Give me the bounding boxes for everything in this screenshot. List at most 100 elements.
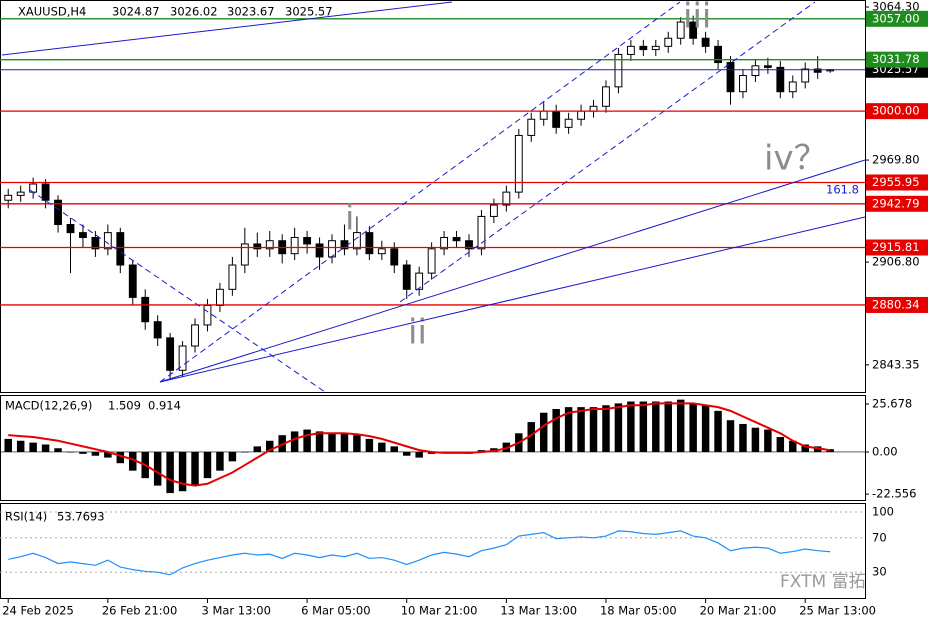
signal-value: 0.914 [148,399,181,413]
macd-bar [228,451,237,462]
macd-bar [764,429,772,452]
candle-body [465,240,473,250]
macd-bar [801,444,809,452]
macd-bar [353,435,361,452]
candle-body [763,65,772,68]
candle-body [16,191,25,196]
wave-label: i [345,199,354,239]
macd-bar [776,437,785,452]
macd-bar [552,409,560,452]
watermark: FXTM 富拓 [780,572,866,592]
macd-bar [577,407,585,452]
candle-body [79,232,87,238]
level-box [866,51,928,68]
macd-bar [303,429,311,452]
candle-body [452,236,461,242]
wave-label: iii [683,0,711,37]
candle-body [589,105,598,112]
candle-body [689,21,698,39]
candle-body [303,236,312,245]
macd-bar [689,403,697,452]
level-box [866,174,928,191]
macd-bar [664,401,672,452]
x-tick-label: 20 Mar 21:00 [700,604,777,618]
candle-body [4,194,13,201]
candle-body [328,240,336,258]
macd-bar [676,399,685,452]
x-tick-label: 18 Mar 05:00 [600,604,677,618]
y-tick-label: 2969.80 [872,153,920,167]
macd-bar [726,420,735,452]
bar-low: 3023.67 [227,5,275,19]
level-box [866,195,928,212]
macd-bar [79,451,87,454]
candle-body [651,45,660,51]
bar-high: 3026.02 [170,5,218,19]
macd-bar [203,451,212,479]
level-label: 3057.00 [872,11,920,25]
candle-body [166,337,175,371]
macd-bar [340,433,349,452]
candle-body [402,264,411,290]
candle-body [739,75,747,93]
candle-body [427,248,436,274]
macd-title: MACD(12,26,9) [5,399,92,413]
price-panel [0,0,866,393]
level-label: 2955.95 [872,175,920,189]
signal-line [8,402,831,487]
macd-bar [527,422,535,452]
wave-label: iv？ [764,139,828,179]
candle-body [290,236,299,255]
candle-body [315,243,324,258]
level-box [866,103,928,120]
candle-body [66,224,75,234]
candle-body [602,86,610,107]
macd-bar [153,451,162,486]
candle-body [788,81,797,93]
candle-body [776,66,785,93]
trend-line [159,159,866,383]
candle-body [365,232,374,255]
bar-close: 3025.57 [285,5,333,19]
wave-label: ii [408,313,427,353]
candle-body [614,53,623,88]
y-tick-label: 100 [872,504,894,518]
macd-bar [241,451,249,453]
channel-line [399,1,816,303]
macd-bar [365,438,374,452]
macd-bar [178,451,187,492]
rsi-title: RSI(14) [5,510,47,524]
macd-bar [789,440,797,452]
macd-bar [415,451,423,458]
macd-bar [91,451,100,456]
macd-bar [602,405,610,452]
candle-body [701,37,710,47]
candle-body [664,37,673,47]
candle-body [178,345,187,371]
candle-body [539,110,548,120]
macd-bar [402,451,411,456]
candle-body [377,248,386,255]
rsi-value: 53.7693 [57,510,105,524]
macd-bar [390,446,399,452]
candle-body [103,232,112,250]
y-tick-label: 30 [872,565,887,579]
macd-bar [614,403,623,452]
candle-body [415,272,424,290]
macd-bar [191,451,199,486]
candle-body [502,191,511,206]
candle-body [228,264,237,290]
channel-line [159,1,681,383]
candle-body [141,296,150,323]
x-tick-label: 24 Feb 2025 [2,604,74,618]
bar-open: 3024.87 [112,5,160,19]
candle-body [116,232,125,266]
x-tick-label: 26 Feb 21:00 [102,604,177,618]
candle-body [626,45,635,55]
y-tick-label: 2843.35 [872,357,920,371]
macd-bar [290,431,299,452]
macd-bar [378,442,386,452]
macd-bar [29,442,37,452]
candle-body [390,248,399,266]
